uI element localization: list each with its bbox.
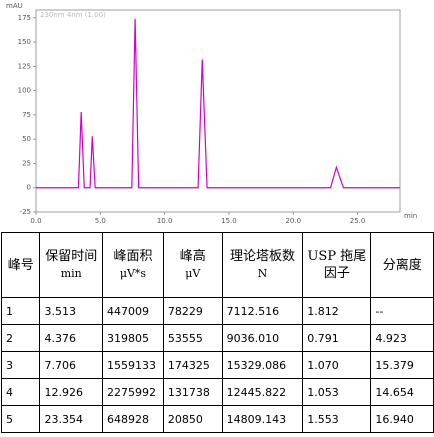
header-label: 峰面积 [113,249,153,264]
data-cell: 53555 [162,324,223,352]
header-cell: 峰面积 μV*s [102,232,164,298]
data-cell: 9036.010 [221,324,304,352]
data-cell: 14809.143 [221,405,304,433]
data-cell: 5 [0,405,41,433]
x-tick-label: 10.0 [157,217,173,225]
data-cell: 1.070 [302,351,372,379]
header-cell: USP 拖尾因子 [302,232,372,298]
data-row: 5 23.354 648928 20850 14809.143 1.553 16.940 [0,405,434,433]
data-cell: 319805 [102,324,164,352]
y-tick-label: 175 [18,14,31,22]
data-cell: 3.513 [39,297,104,325]
y-tick-label: 50 [22,135,31,143]
y-tick-label: 75 [22,111,31,119]
header-unit: N [257,267,268,280]
header-label: USP 拖尾因子 [307,249,367,281]
data-cell: 14.654 [370,378,434,406]
header-row: 峰号 保留时间 min 峰面积 μV*s 峰高 μV 理论塔板数 N USP 拖尾因子 分离度 [0,232,434,298]
header-cell: 峰号 [0,232,41,298]
data-cell: 7.706 [39,351,104,379]
x-tick-label: 20.0 [285,217,301,225]
x-axis-label: min [404,212,417,220]
data-cell: 1.553 [302,405,372,433]
header-cell: 理论塔板数 N [221,232,304,298]
data-cell: 20850 [162,405,223,433]
chromatogram-trace [36,18,400,189]
header-label: 保留时间 [45,249,98,264]
data-cell: 12.926 [39,378,104,406]
y-tick-label: 0 [27,184,31,192]
header-cell: 保留时间 min [39,232,104,298]
x-tick-label: 25.0 [350,217,366,225]
y-tick-label: 25 [22,159,31,167]
x-tick-label: 0.0 [30,217,41,225]
data-cell: -- [370,297,434,325]
data-row: 1 3.513 447009 78229 7112.516 1.812 -- [0,297,434,325]
data-cell: 2275992 [102,378,164,406]
data-cell: 16.940 [370,405,434,433]
data-cell: 447009 [102,297,164,325]
header-label: 峰号 [7,257,34,273]
header-label: 分离度 [382,257,422,273]
header-cell: 分离度 [370,232,434,298]
y-tick-label: 100 [18,87,31,95]
header-unit: μV [185,267,201,280]
data-row: 2 4.376 319805 53555 9036.010 0.791 4.923 [0,324,434,352]
legend-text: 230nm 4nm (1.00) [40,11,106,19]
y-axis-label: mAU [6,2,23,10]
data-cell: 2 [0,324,41,352]
data-cell: 0.791 [302,324,372,352]
data-cell: 3 [0,351,41,379]
data-cell: 1 [0,297,41,325]
data-cell: 7112.516 [221,297,304,325]
data-cell: 15329.086 [221,351,304,379]
plot-frame [35,9,401,213]
y-tick-label: 125 [18,62,31,70]
data-cell: 12445.822 [221,378,304,406]
data-cell: 1559133 [102,351,164,379]
data-cell: 1.053 [302,378,372,406]
header-label: 峰高 [179,249,206,264]
header-label: 理论塔板数 [229,249,295,264]
data-cell: 78229 [162,297,223,325]
y-tick-label: -25 [20,208,31,216]
x-tick-label: 5.0 [95,217,106,225]
header-unit: min [60,267,82,280]
x-tick-label: 15.0 [221,217,237,225]
header-unit: μV*s [119,267,147,280]
y-tick-label: 150 [18,38,31,46]
data-cell: 174325 [162,351,223,379]
chart: mAU min 230nm 4nm (1.00) -25 0 25 50 75 100 12… [6,2,417,225]
data-cell: 4 [0,378,41,406]
data-cell: 4.376 [39,324,104,352]
data-cell: 1.812 [302,297,372,325]
results-table: 峰号 保留时间 min 峰面积 μV*s 峰高 μV 理论塔板数 N USP 拖尾因子 分离度 1 3.… [0,232,434,433]
data-row: 3 7.706 1559133 174325 15329.086 1.070 15.379 [0,351,434,379]
data-cell: 131738 [162,378,223,406]
header-cell: 峰高 μV [162,232,223,298]
data-cell: 23.354 [39,405,104,433]
data-cell: 15.379 [370,351,434,379]
data-cell: 4.923 [370,324,434,352]
data-cell: 648928 [102,405,164,433]
data-row: 4 12.926 2275992 131738 12445.822 1.053 14.654 [0,378,434,406]
